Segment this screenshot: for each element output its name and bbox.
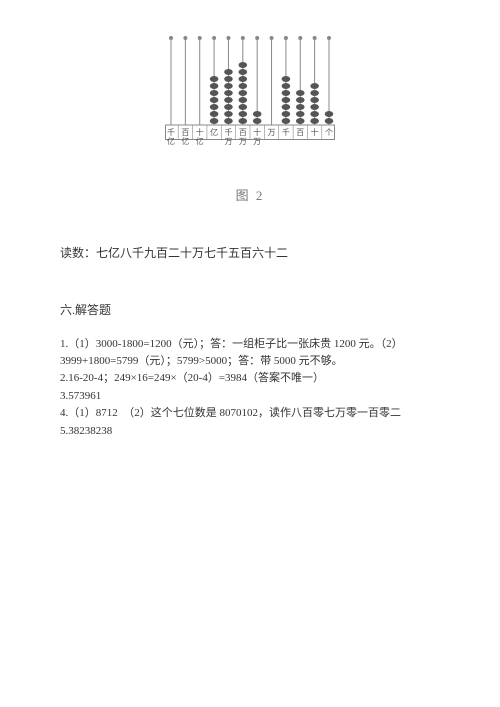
svg-text:百亿: 百亿 — [181, 128, 189, 146]
svg-text:万: 万 — [268, 128, 276, 137]
svg-text:个: 个 — [325, 128, 333, 137]
svg-text:百万: 百万 — [239, 128, 247, 146]
svg-text:十亿: 十亿 — [196, 127, 204, 146]
figure-caption: 图 2 — [60, 185, 440, 204]
read-number-prefix: 读数： — [60, 246, 96, 260]
abacus-figure: 千亿百亿十亿亿千万百万十万万千百十个 图 2 — [60, 30, 440, 204]
answers-block: 1.（1）3000-1800=1200（元）；答：一组柜子比一张床贵 1200 … — [60, 336, 440, 439]
svg-text:亿: 亿 — [210, 127, 218, 137]
read-number-line: 读数：七亿八千九百二十万七千五百六十二 — [60, 244, 440, 261]
answer-line: 4.（1）8712 （2）这个七位数是 8070102，读作八百零七万零一百零二 — [60, 405, 440, 422]
answer-line: 2.16-20-4；249×16=249×（20-4）=3984（答案不唯一） — [60, 370, 440, 387]
abacus-diagram: 千亿百亿十亿亿千万百万十万万千百十个 — [165, 30, 335, 179]
svg-text:千万: 千万 — [224, 127, 232, 146]
read-number-text: 七亿八千九百二十万七千五百六十二 — [96, 246, 288, 260]
svg-text:千亿: 千亿 — [167, 127, 175, 146]
section-title: 六.解答题 — [60, 301, 440, 318]
answer-line: 3.573961 — [60, 388, 440, 405]
svg-text:十: 十 — [311, 127, 319, 137]
svg-text:十万: 十万 — [253, 127, 261, 146]
svg-text:千: 千 — [282, 127, 290, 137]
answer-line: 1.（1）3000-1800=1200（元）；答：一组柜子比一张床贵 1200 … — [60, 336, 440, 369]
svg-text:百: 百 — [296, 128, 304, 137]
answer-line: 5.38238238 — [60, 423, 440, 440]
